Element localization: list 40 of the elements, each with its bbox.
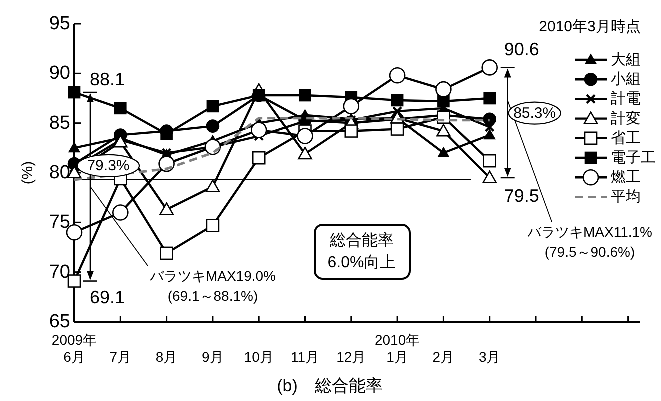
y-tick-label: 95 — [49, 14, 70, 34]
legend-label: 計電 — [611, 90, 641, 108]
y-tick-label: 90 — [49, 63, 70, 84]
x-tick-label: 2009年6月 — [52, 332, 98, 365]
annotation: 総合能率 — [329, 232, 394, 250]
y-tick-label: 65 — [49, 312, 70, 332]
x-tick-label: 2月 — [432, 349, 455, 365]
annotation: 6.0%向上 — [328, 254, 396, 272]
legend-label: 省工 — [611, 130, 641, 147]
annotation: 85.3% — [514, 104, 556, 122]
x-tick-label: 2010年1月 — [374, 332, 420, 365]
legend-label: 大組 — [611, 52, 641, 68]
annotation: 69.1 — [90, 287, 126, 308]
x-tick-label: 3月 — [478, 349, 501, 365]
x-tick-label: 8月 — [156, 349, 178, 365]
y-tick-label: 85 — [49, 112, 70, 134]
y-axis-title: (%) — [20, 161, 36, 185]
annotation: (79.5～90.6%) — [544, 244, 636, 260]
legend-label: 計変 — [611, 110, 641, 128]
legend-label: 平均 — [611, 188, 641, 206]
x-tick-label: 9月 — [202, 349, 224, 365]
y-tick-label: 70 — [49, 262, 70, 283]
annotation: 79.5 — [504, 186, 540, 206]
annotation: 2010年3月時点 — [539, 18, 641, 36]
legend-label: 電子工 — [611, 150, 656, 166]
x-tick-label: 12月 — [336, 349, 366, 365]
y-tick-label: 80 — [49, 162, 70, 184]
legend-label: 小組 — [611, 71, 641, 88]
x-tick-label: 11月 — [290, 349, 320, 365]
annotation: バラツキMAX19.0% — [148, 268, 276, 284]
annotation: (69.1～88.1%) — [168, 288, 258, 304]
annotation: 90.6 — [504, 40, 540, 60]
text: (b) 総合能率 — [277, 376, 383, 396]
y-tick-label: 75 — [49, 212, 70, 234]
legend-label: 燃工 — [611, 169, 641, 186]
annotation: 88.1 — [90, 70, 126, 90]
x-tick-label: 10月 — [244, 349, 274, 365]
annotation: 79.3% — [87, 157, 130, 174]
x-tick-label: 7月 — [110, 349, 132, 365]
annotation: バラツキMAX11.1% — [526, 224, 652, 240]
